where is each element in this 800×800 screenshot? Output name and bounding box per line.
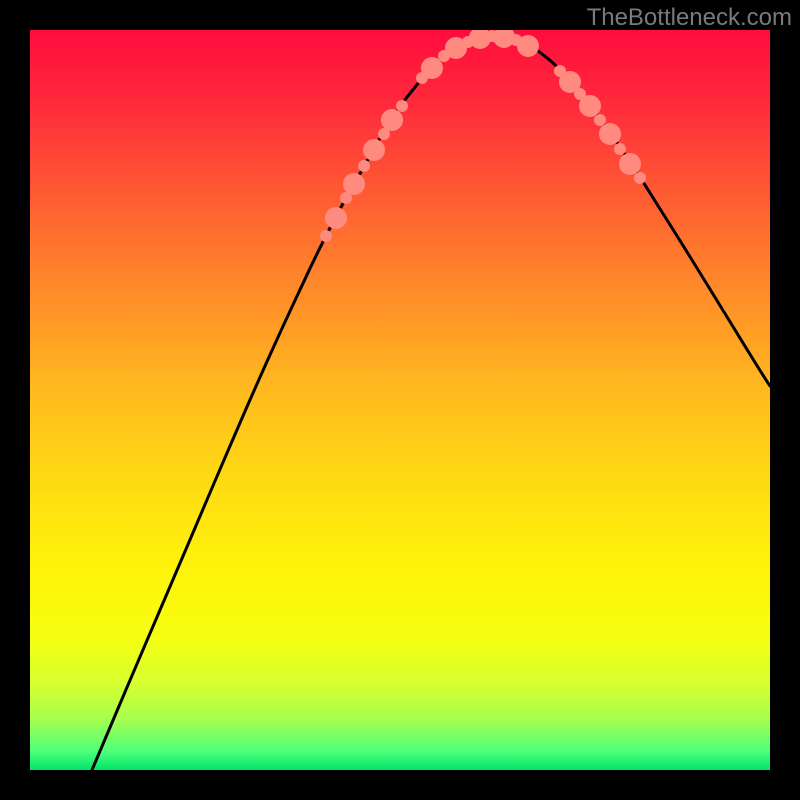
dot	[320, 230, 332, 242]
chart-frame: TheBottleneck.com	[0, 0, 800, 800]
dot	[421, 57, 443, 79]
dot	[579, 95, 601, 117]
dot	[517, 35, 539, 57]
dot	[343, 173, 365, 195]
dots-group	[320, 30, 646, 242]
dot	[358, 160, 370, 172]
dot	[381, 109, 403, 131]
dot	[594, 114, 606, 126]
plot-area	[30, 30, 770, 770]
dot	[599, 123, 621, 145]
watermark-text: TheBottleneck.com	[587, 4, 792, 32]
dot	[634, 172, 646, 184]
dot	[396, 100, 408, 112]
dot	[619, 153, 641, 175]
dot	[325, 207, 347, 229]
dots-layer	[30, 30, 770, 770]
dot	[614, 143, 626, 155]
dot	[363, 139, 385, 161]
